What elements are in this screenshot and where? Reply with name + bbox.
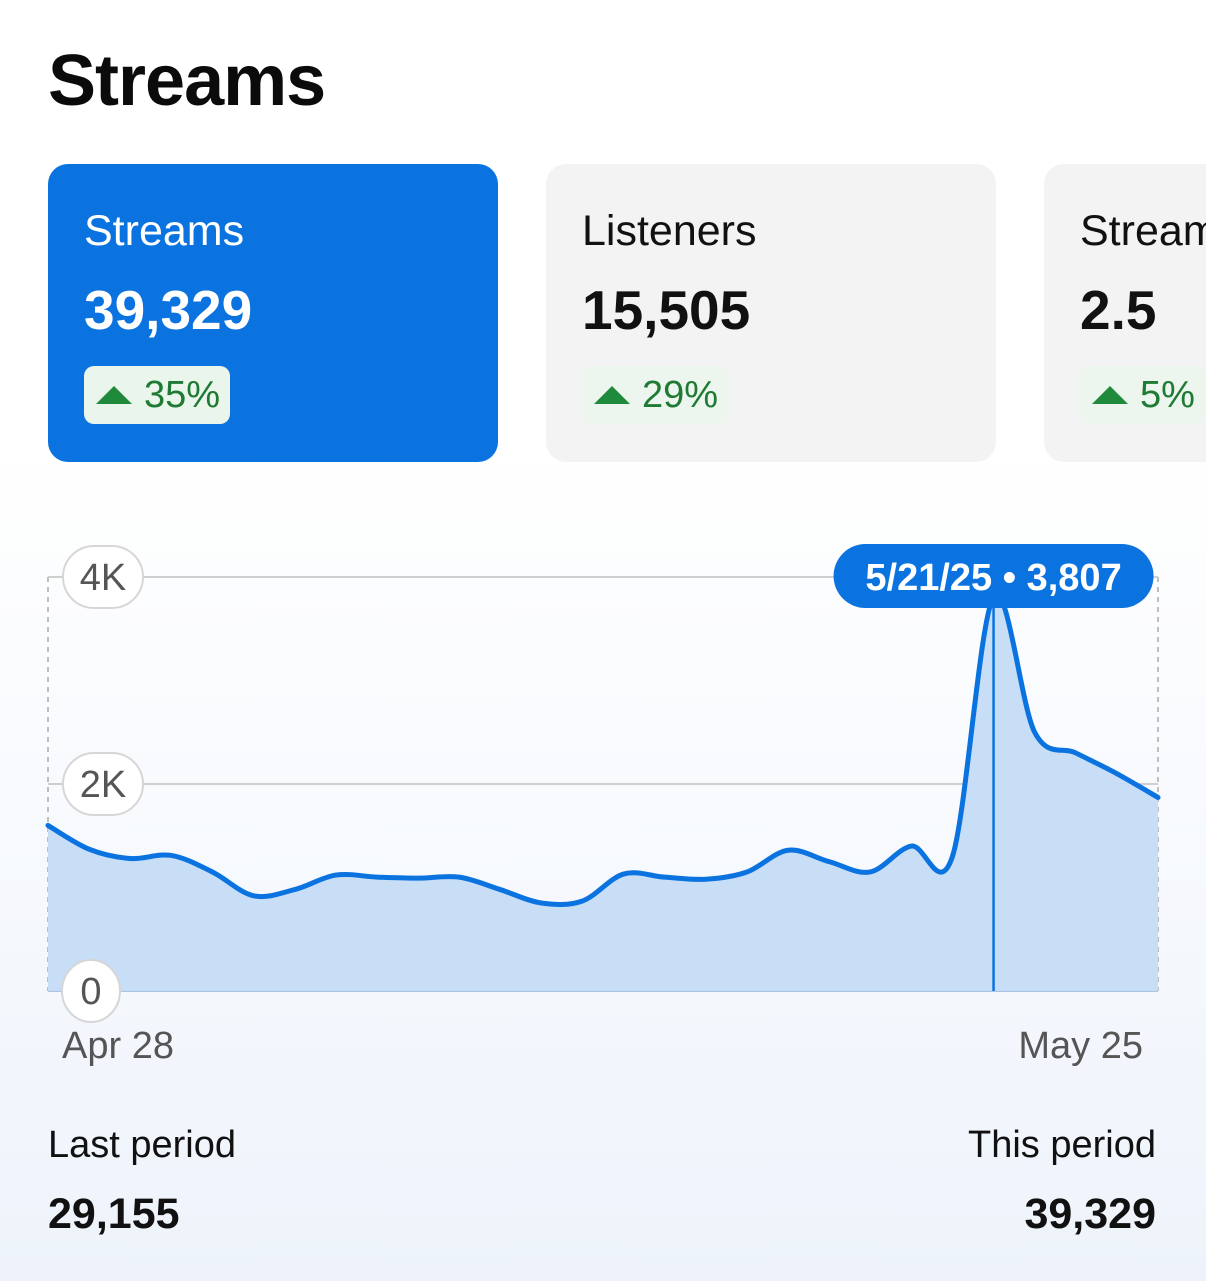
y-tick-label: 2K <box>80 764 126 806</box>
change-badge: 35% <box>84 366 231 424</box>
last-period-label: Last period <box>48 1124 237 1166</box>
y-tick-pill <box>62 545 144 609</box>
metric-cards: Streams 39,329 35% Listeners 15,505 29% … <box>48 164 1206 464</box>
change-badge: 5% <box>1080 366 1205 424</box>
card-listeners[interactable]: Listeners 15,505 29% <box>546 164 996 462</box>
card-label: Streams per listener <box>1080 207 1206 255</box>
change-badge: 29% <box>582 366 729 424</box>
arrow-up-icon <box>96 386 132 404</box>
card-value: 15,505 <box>582 279 751 341</box>
page-title: Streams <box>48 41 326 121</box>
card-value: 39,329 <box>84 279 253 341</box>
arrow-up-icon <box>594 386 630 404</box>
x-tick-label: Apr 28 <box>62 1025 174 1067</box>
tooltip-value: 3,807 <box>1027 557 1122 599</box>
change-value: 29% <box>642 373 719 416</box>
arrow-up-icon <box>1092 386 1128 404</box>
card-streams[interactable]: Streams 39,329 35% <box>48 164 498 462</box>
change-value: 5% <box>1140 373 1195 416</box>
this-period-label: This period <box>968 1124 1156 1166</box>
this-period-value: 39,329 <box>1024 1190 1156 1238</box>
series-area <box>48 594 1158 991</box>
y-tick-label: 0 <box>80 971 101 1013</box>
streams-chart[interactable]: 0 2K 4K Apr 28 May 25 5/21/25 • 3,807 <box>0 520 1206 1080</box>
last-period-value: 29,155 <box>48 1190 180 1238</box>
y-tick-pill <box>62 752 144 816</box>
card-label: Listeners <box>582 207 757 255</box>
card-streams-per-listener[interactable]: Streams per listener 2.5 5% <box>1044 164 1206 462</box>
tooltip-separator: • <box>992 557 1026 599</box>
card-label: Streams <box>84 207 245 255</box>
y-tick-pill <box>61 959 121 1023</box>
card-value: 2.5 <box>1080 279 1157 341</box>
y-tick-label: 4K <box>80 557 126 599</box>
tooltip-date: 5/21/25 <box>865 557 992 599</box>
change-value: 35% <box>144 373 221 416</box>
tooltip-text: 5/21/25 • 3,807 <box>865 557 1121 599</box>
tooltip-pill <box>833 544 1154 608</box>
x-tick-label: May 25 <box>1018 1025 1143 1067</box>
